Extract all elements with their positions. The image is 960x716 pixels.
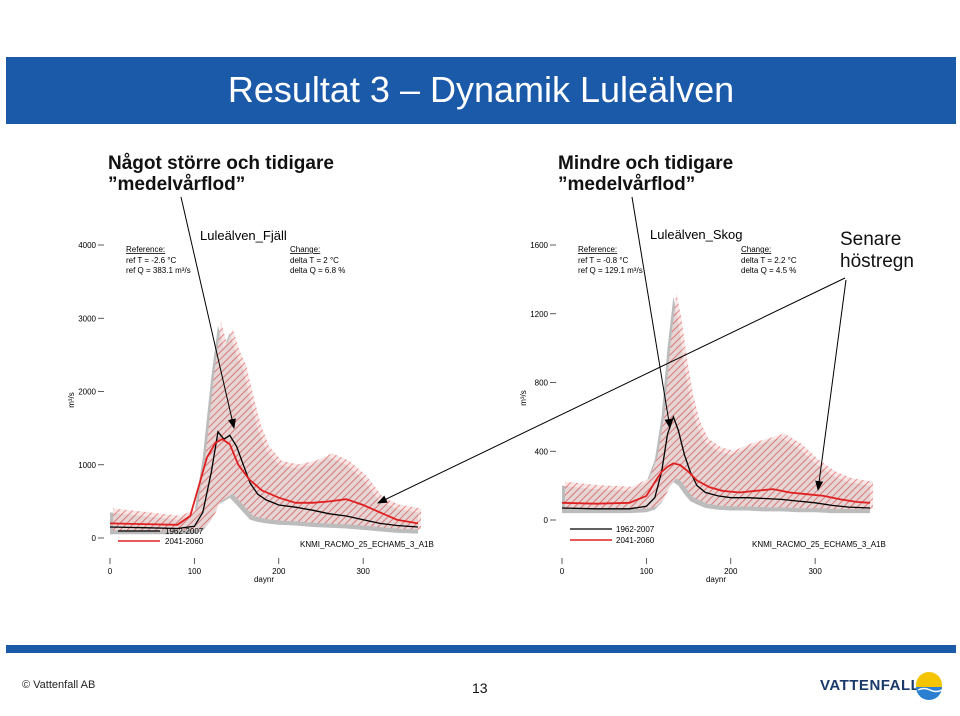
slide-title: Resultat 3 – Dynamik Luleälven bbox=[227, 69, 735, 110]
annotation-left: Något större och tidigare ”medelvårflod” bbox=[108, 153, 334, 195]
series-line-1962-2007 bbox=[109, 430, 419, 530]
legend-label-ref: 1962-2007 bbox=[165, 527, 204, 536]
change-line-2: delta Q = 6.8 % bbox=[290, 266, 345, 275]
red-range-band bbox=[113, 321, 421, 531]
series-line-2041-2060 bbox=[109, 438, 419, 526]
change-header: Change: bbox=[741, 245, 771, 254]
arrow-mid-note bbox=[631, 196, 673, 429]
uncertainty-band bbox=[110, 321, 421, 535]
y-tick-label: 0 bbox=[544, 516, 549, 525]
red-range-band bbox=[565, 292, 873, 510]
y-tick-label: 3000 bbox=[78, 314, 96, 323]
x-tick-label: 100 bbox=[640, 567, 654, 576]
x-axis-label: daynr bbox=[254, 575, 274, 584]
change-line-1: delta T = 2 °C bbox=[290, 256, 339, 265]
chart-title: Luleälven_Skog bbox=[650, 227, 743, 242]
logo-icon bbox=[916, 672, 943, 700]
x-tick-label: 300 bbox=[356, 567, 370, 576]
copyright: © Vattenfall AB bbox=[22, 679, 96, 691]
series-line-2041-2060 bbox=[561, 462, 871, 505]
x-tick-label: 200 bbox=[272, 567, 286, 576]
x-tick-label: 0 bbox=[560, 567, 565, 576]
uncertainty-band bbox=[562, 292, 873, 514]
model-label: KNMI_RACMO_25_ECHAM5_3_A1B bbox=[752, 540, 886, 549]
legend-label-future: 2041-2060 bbox=[616, 536, 655, 545]
reference-header: Reference: bbox=[578, 245, 617, 254]
reference-header: Reference: bbox=[126, 245, 165, 254]
model-label: KNMI_RACMO_25_ECHAM5_3_A1B bbox=[300, 540, 434, 549]
annotation-arrows bbox=[180, 196, 847, 504]
annotation-mid: Mindre och tidigare ”medelvårflod” bbox=[558, 153, 734, 195]
series-lines bbox=[109, 430, 419, 530]
change-line-1: delta T = 2.2 °C bbox=[741, 256, 797, 265]
chart-fjall: 0 1000 2000 3000 4000 0 100 200 300 Luleälven_Fj… bbox=[67, 228, 434, 584]
y-axis-label: m³/s bbox=[67, 392, 76, 408]
arrow-right-note-1 bbox=[377, 277, 846, 504]
y-tick-label: 400 bbox=[535, 447, 549, 456]
chart-skog: 0 400 800 1200 1600 0 100 200 300 Luleälven_Skog… bbox=[519, 227, 886, 584]
legend-label-future: 2041-2060 bbox=[165, 537, 204, 546]
vattenfall-logo: VATTENFALL bbox=[820, 670, 945, 700]
y-tick-label: 1000 bbox=[78, 461, 96, 470]
y-tick-label: 1600 bbox=[530, 241, 548, 250]
x-tick-label: 0 bbox=[108, 567, 113, 576]
y-tick-label: 2000 bbox=[78, 388, 96, 397]
change-line-2: delta Q = 4.5 % bbox=[741, 266, 796, 275]
arrow-right-note-2 bbox=[815, 279, 847, 491]
title-bar: Resultat 3 – Dynamik Luleälven bbox=[6, 57, 956, 124]
reference-line-2: ref Q = 129.1 m³/s bbox=[578, 266, 643, 275]
reference-line-1: ref T = -0.8 °C bbox=[578, 256, 628, 265]
reference-line-2: ref Q = 383.1 m³/s bbox=[126, 266, 191, 275]
axes: 0 1000 2000 3000 4000 0 100 200 300 bbox=[78, 241, 370, 576]
x-tick-label: 200 bbox=[724, 567, 738, 576]
x-tick-label: 300 bbox=[808, 567, 822, 576]
reference-line-1: ref T = -2.6 °C bbox=[126, 256, 176, 265]
y-tick-label: 800 bbox=[535, 379, 549, 388]
arrow-left-note bbox=[180, 196, 236, 429]
axes: 0 400 800 1200 1600 0 100 200 300 bbox=[530, 241, 822, 576]
annotation-right: Senare höstregn bbox=[840, 229, 914, 272]
page-number: 13 bbox=[472, 680, 488, 696]
series-lines bbox=[561, 414, 871, 510]
logo-text: VATTENFALL bbox=[820, 677, 921, 694]
x-tick-label: 100 bbox=[188, 567, 202, 576]
y-tick-label: 4000 bbox=[78, 241, 96, 250]
y-axis-label: m³/s bbox=[519, 390, 528, 406]
footer-bar bbox=[6, 645, 956, 653]
legend-label-ref: 1962-2007 bbox=[616, 525, 655, 534]
y-tick-label: 1200 bbox=[530, 310, 548, 319]
series-line-1962-2007 bbox=[561, 414, 871, 510]
change-header: Change: bbox=[290, 245, 320, 254]
x-axis-label: daynr bbox=[706, 575, 726, 584]
y-tick-label: 0 bbox=[92, 534, 97, 543]
chart-title: Luleälven_Fjäll bbox=[200, 228, 287, 243]
